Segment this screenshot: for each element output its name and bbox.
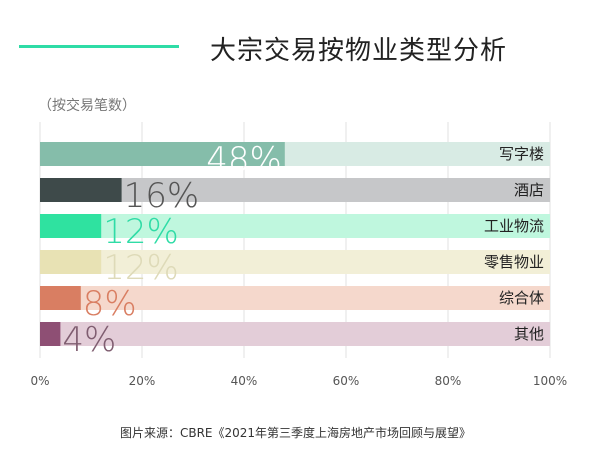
bar-track: [40, 214, 550, 238]
category-label: 写字楼: [499, 145, 544, 163]
category-label: 工业物流: [484, 217, 544, 235]
category-label: 其他: [514, 325, 544, 343]
title-accent-line: [19, 45, 179, 48]
data-label: 4%: [62, 320, 116, 360]
x-tick-label: 80%: [435, 374, 462, 388]
x-tick-label: 20%: [129, 374, 156, 388]
bar: [40, 250, 102, 274]
unit-note: （按交易笔数）: [38, 98, 136, 114]
bar-track: [40, 250, 550, 274]
category-label: 零售物业: [484, 253, 544, 271]
data-label: 8%: [83, 284, 137, 324]
chart-title: 大宗交易按物业类型分析: [210, 36, 508, 66]
bar: [40, 214, 102, 238]
source-caption: 图片来源：CBRE《2021年第三季度上海房地产市场回顾与展望》: [119, 426, 472, 440]
bar-track: [40, 322, 550, 346]
category-label: 酒店: [514, 181, 544, 199]
data-label: 16%: [124, 176, 200, 216]
bar: [40, 178, 122, 202]
bar: [40, 142, 285, 166]
x-tick-label: 100%: [533, 374, 567, 388]
bar-track: [40, 286, 550, 310]
data-label: 12%: [103, 248, 179, 288]
data-label: 48%: [206, 140, 282, 180]
bar: [40, 322, 61, 346]
category-label: 综合体: [499, 289, 544, 307]
x-tick-label: 40%: [231, 374, 258, 388]
bar: [40, 286, 81, 310]
x-tick-label: 60%: [333, 374, 360, 388]
bar-track: [40, 178, 550, 202]
x-tick-label: 0%: [30, 374, 49, 388]
data-label: 12%: [103, 212, 179, 252]
